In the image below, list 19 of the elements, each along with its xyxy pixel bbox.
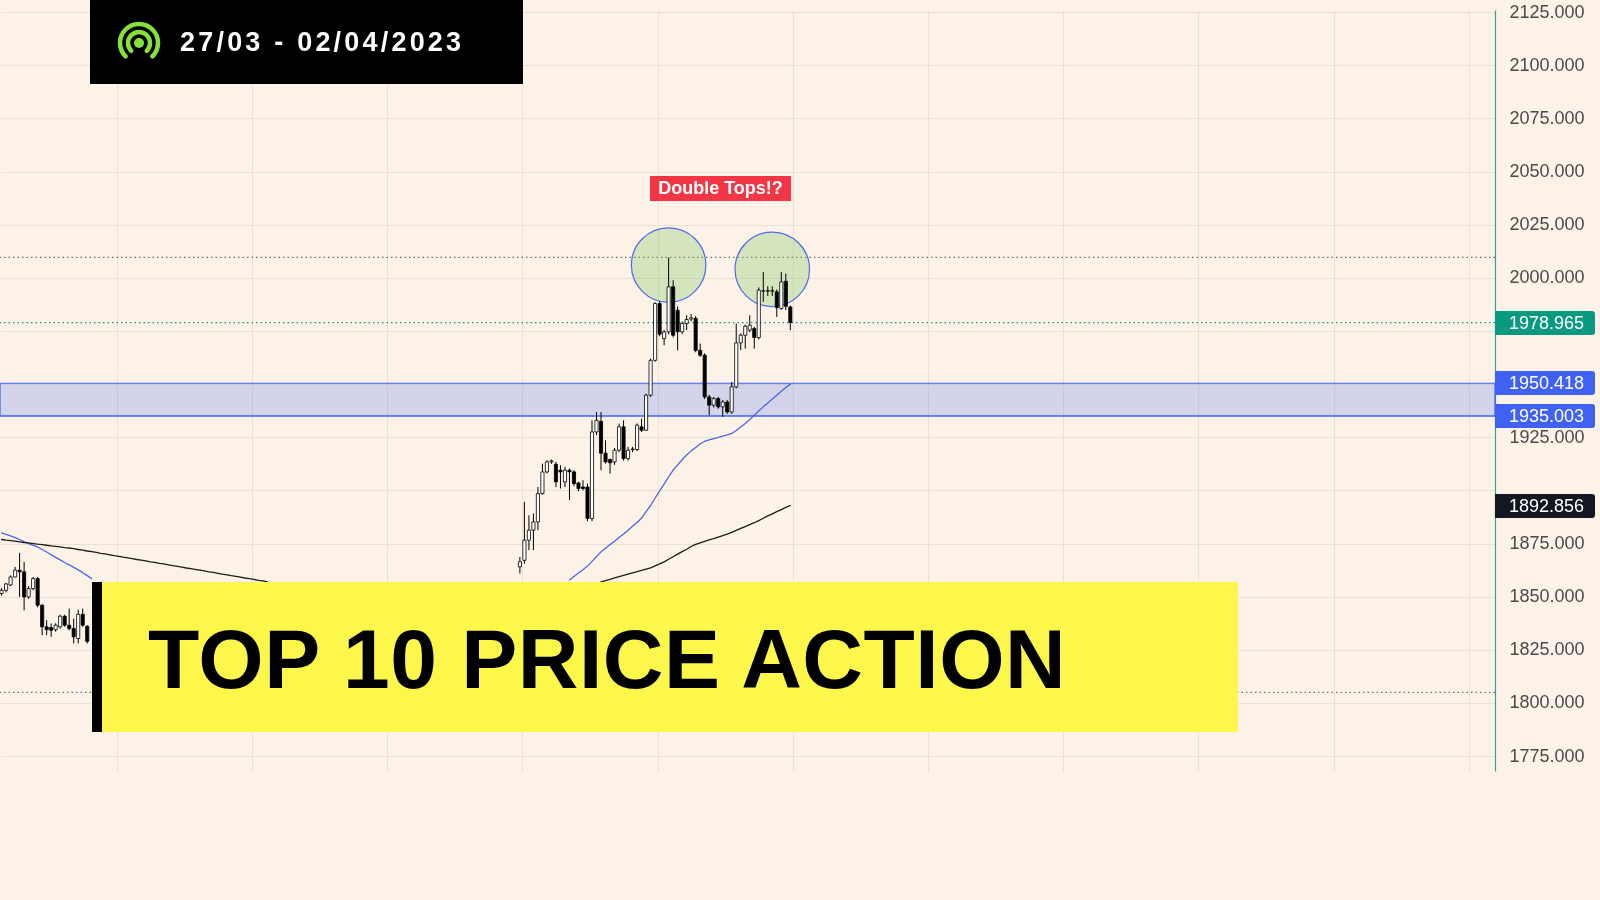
y-tick-label: 1850.000 [1509,586,1585,607]
y-tick-label: 2125.000 [1509,1,1585,22]
y-tick-label: 2000.000 [1509,267,1585,288]
text: 27/03 - 02/04/2023 [180,27,465,57]
text: TOP 10 PRICE ACTION [148,612,1067,706]
y-tick-label: 1800.000 [1509,692,1585,713]
y-tick-label: 2025.000 [1509,214,1585,235]
text: 1892.856 [1509,496,1585,516]
y-tick-label: 2100.000 [1509,54,1585,75]
band-label: 1950.418 [1509,373,1585,394]
y-tick-label: 1875.000 [1509,533,1585,554]
annotation: Double Tops!? [650,178,791,199]
y-tick-label: 1825.000 [1509,639,1585,660]
ref-line-label: 1978.965 [1509,312,1585,333]
y-tick-label: 2075.000 [1509,107,1585,128]
ref-line-label: 1935.003 [1509,406,1585,426]
y-tick-label: 1925.000 [1509,426,1585,447]
y-tick-label: 2050.000 [1509,161,1585,182]
y-tick-label: 1775.000 [1509,745,1585,766]
